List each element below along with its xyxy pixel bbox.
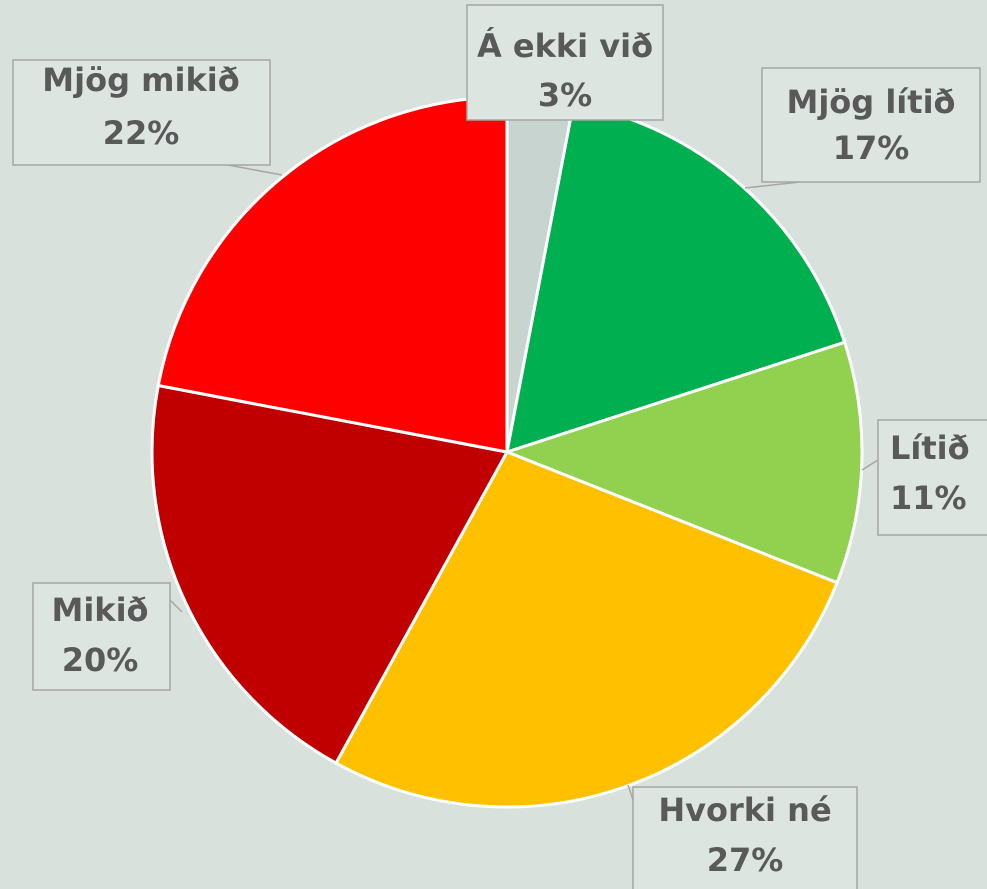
- slice-label: Á ekki við: [477, 27, 653, 65]
- label-box: [12, 59, 271, 166]
- leader-line: [744, 181, 801, 189]
- leader-line: [169, 599, 183, 613]
- label-box: [466, 4, 664, 121]
- value-label: 27%: [707, 841, 784, 879]
- slice-label: Hvorki né: [658, 791, 831, 829]
- slice-label: Lítið: [890, 429, 970, 467]
- value-label: 20%: [62, 641, 139, 679]
- label-box: [632, 786, 858, 889]
- label-box: [877, 419, 987, 536]
- pie-slice: [156, 95, 509, 454]
- leader-line: [227, 164, 283, 176]
- value-label: 3%: [538, 76, 592, 114]
- value-label: 22%: [103, 114, 180, 152]
- pie-slice: [150, 383, 510, 766]
- slice-label: Mjög mikið: [42, 61, 239, 99]
- value-label: 11%: [890, 479, 967, 517]
- slice-label: Mikið: [51, 591, 148, 629]
- leader-line: [861, 459, 879, 471]
- pie-slice: [502, 340, 864, 585]
- leader-line: [627, 784, 634, 801]
- pie-slice: [333, 450, 840, 809]
- slice-label: Mjög lítið: [786, 83, 955, 121]
- label-box: [761, 67, 981, 183]
- label-box: [32, 582, 171, 691]
- value-label: 17%: [833, 129, 910, 167]
